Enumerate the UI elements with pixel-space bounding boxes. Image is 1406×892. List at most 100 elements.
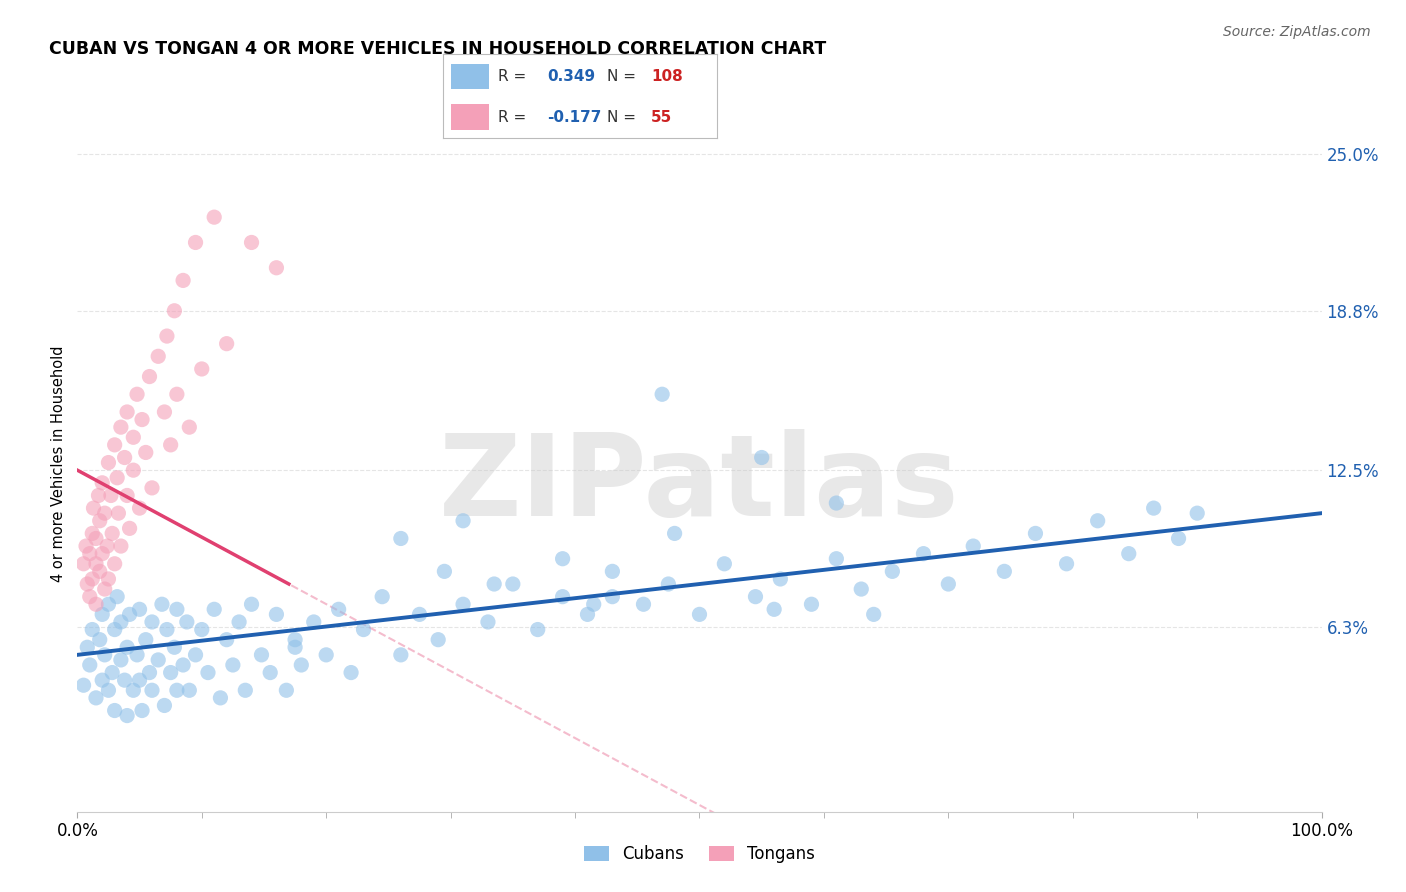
Point [159,438,181,452]
Legend: Cubans, Tongans: Cubans, Tongans [576,838,823,870]
Point [315,648,337,662]
Point [76,640,98,655]
Text: CUBAN VS TONGAN 4 OR MORE VEHICLES IN HOUSEHOLD CORRELATION CHART: CUBAN VS TONGAN 4 OR MORE VEHICLES IN HO… [49,40,827,58]
Point [166,683,188,698]
Point [389,648,412,662]
Point [107,506,129,520]
Point [276,683,298,698]
Point [159,665,181,680]
Point [93,648,115,662]
Point [176,615,198,629]
Point [75,539,97,553]
Point [84,557,107,571]
Point [110,539,132,553]
Point [153,698,176,713]
Point [191,623,214,637]
Point [763,602,786,616]
Point [79,590,101,604]
Point [156,329,179,343]
Point [97,597,120,611]
Point [104,557,127,571]
Point [84,597,107,611]
Point [179,683,201,698]
Point [240,597,263,611]
Point [582,597,605,611]
Point [751,450,773,465]
Point [1167,532,1189,546]
Point [172,273,194,287]
FancyBboxPatch shape [451,104,489,130]
Point [202,210,225,224]
Point [266,607,288,622]
Point [284,632,307,647]
Point [202,602,225,616]
Point [84,532,107,546]
Point [427,632,450,647]
Point [993,565,1015,579]
Point [166,387,188,401]
Point [689,607,711,622]
Point [93,582,115,596]
Text: R =: R = [498,110,526,125]
Point [353,623,375,637]
Point [526,623,548,637]
Point [76,577,98,591]
Point [122,430,145,444]
Point [209,690,232,705]
Point [250,648,273,662]
Point [184,235,207,250]
Point [87,488,110,502]
Point [118,521,141,535]
Point [125,648,148,662]
Point [110,615,132,629]
Point [114,450,136,465]
Text: R =: R = [498,69,526,84]
Point [172,657,194,672]
Point [179,420,201,434]
Text: 108: 108 [651,69,683,84]
Point [962,539,984,553]
Point [138,665,160,680]
Point [96,539,118,553]
Point [825,496,848,510]
Point [141,683,163,698]
Point [89,632,111,647]
Point [122,683,145,698]
Point [115,640,138,655]
Point [290,657,312,672]
Point [408,607,430,622]
Point [851,582,873,596]
Point [128,673,150,688]
Point [91,475,114,490]
Point [259,665,281,680]
Point [89,514,111,528]
Point [882,565,904,579]
Point [1056,557,1078,571]
Point [551,590,574,604]
Point [1087,514,1109,528]
Point [128,501,150,516]
Point [651,387,673,401]
Point [128,602,150,616]
Point [89,565,111,579]
Point [825,551,848,566]
Point [184,648,207,662]
Point [97,572,120,586]
Point [389,532,412,546]
Text: Source: ZipAtlas.com: Source: ZipAtlas.com [1223,25,1371,39]
Point [115,488,138,502]
Point [104,704,127,718]
Point [131,412,153,426]
Point [100,488,122,502]
Point [84,690,107,705]
Point [72,557,94,571]
Point [83,501,105,516]
Point [713,557,735,571]
Point [122,463,145,477]
Point [1024,526,1046,541]
Point [110,653,132,667]
Point [101,665,124,680]
Point [1118,547,1140,561]
Point [148,349,170,363]
Point [215,336,238,351]
